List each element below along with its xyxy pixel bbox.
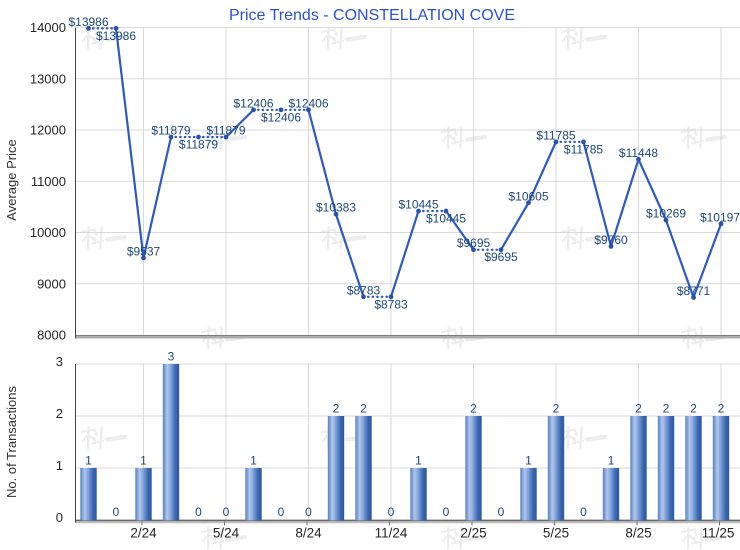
svg-text:11/24: 11/24 xyxy=(375,526,408,541)
svg-text:$10269: $10269 xyxy=(646,207,686,221)
svg-text:$9760: $9760 xyxy=(594,233,628,247)
svg-text:2: 2 xyxy=(360,402,367,416)
svg-text:3: 3 xyxy=(56,354,63,369)
svg-text:0: 0 xyxy=(223,505,230,519)
svg-text:$10383: $10383 xyxy=(316,201,356,215)
svg-text:8/24: 8/24 xyxy=(295,526,322,541)
svg-text:$11879: $11879 xyxy=(206,124,245,138)
svg-text:1: 1 xyxy=(140,454,147,468)
svg-text:11000: 11000 xyxy=(31,174,66,189)
svg-text:5/24: 5/24 xyxy=(213,526,240,541)
svg-text:2: 2 xyxy=(333,402,340,416)
svg-text:10000: 10000 xyxy=(30,225,66,240)
svg-text:0: 0 xyxy=(580,505,587,519)
svg-text:2: 2 xyxy=(690,402,697,416)
svg-text:$11879: $11879 xyxy=(151,124,190,138)
svg-text:Average Price: Average Price xyxy=(4,139,19,220)
svg-text:1: 1 xyxy=(56,458,63,473)
svg-text:$8783: $8783 xyxy=(347,283,381,297)
svg-text:11/25: 11/25 xyxy=(702,526,735,541)
svg-text:$11879: $11879 xyxy=(179,138,218,152)
svg-text:9000: 9000 xyxy=(37,276,66,291)
svg-text:$10197: $10197 xyxy=(700,210,740,224)
svg-text:0: 0 xyxy=(113,505,120,519)
svg-text:$10445: $10445 xyxy=(398,198,438,212)
svg-text:14000: 14000 xyxy=(30,20,66,35)
svg-text:1: 1 xyxy=(250,454,257,468)
svg-text:0: 0 xyxy=(195,505,202,519)
svg-text:2: 2 xyxy=(663,402,670,416)
svg-text:2/24: 2/24 xyxy=(130,526,157,541)
svg-text:Price Trends - CONSTELLATION C: Price Trends - CONSTELLATION COVE xyxy=(229,7,515,24)
svg-text:2: 2 xyxy=(470,402,477,416)
svg-text:2: 2 xyxy=(635,402,642,416)
svg-text:$8783: $8783 xyxy=(374,297,408,311)
svg-text:1: 1 xyxy=(525,454,532,468)
svg-text:12000: 12000 xyxy=(30,123,66,138)
svg-text:1: 1 xyxy=(85,454,92,468)
svg-text:0: 0 xyxy=(305,505,312,519)
svg-text:$10605: $10605 xyxy=(508,189,548,203)
svg-text:$12406: $12406 xyxy=(233,96,273,110)
svg-text:2: 2 xyxy=(718,402,725,416)
svg-text:$11785: $11785 xyxy=(564,142,603,156)
svg-text:8000: 8000 xyxy=(37,328,66,343)
svg-text:$9695: $9695 xyxy=(457,236,491,250)
svg-text:$8771: $8771 xyxy=(677,284,711,298)
svg-text:3: 3 xyxy=(168,350,175,364)
svg-text:2: 2 xyxy=(553,402,560,416)
svg-text:$9695: $9695 xyxy=(484,250,518,264)
svg-text:No. of Transactions: No. of Transactions xyxy=(4,386,19,498)
svg-text:0: 0 xyxy=(278,505,285,519)
svg-text:$12406: $12406 xyxy=(288,96,328,110)
svg-text:1: 1 xyxy=(608,454,615,468)
svg-text:2: 2 xyxy=(56,406,63,421)
svg-text:$11785: $11785 xyxy=(536,128,575,142)
svg-text:0: 0 xyxy=(443,505,450,519)
svg-text:5/25: 5/25 xyxy=(543,526,569,541)
svg-text:1: 1 xyxy=(415,454,422,468)
svg-text:8/25: 8/25 xyxy=(625,526,651,541)
svg-text:$13986: $13986 xyxy=(68,15,108,29)
svg-text:$12406: $12406 xyxy=(261,110,301,124)
svg-text:$11448: $11448 xyxy=(619,146,658,160)
svg-text:0: 0 xyxy=(56,510,63,525)
svg-text:0: 0 xyxy=(498,505,505,519)
svg-text:0: 0 xyxy=(388,505,395,519)
svg-text:2/25: 2/25 xyxy=(460,526,486,541)
svg-text:$13986: $13986 xyxy=(96,29,136,43)
svg-text:$10445: $10445 xyxy=(426,212,466,226)
svg-text:$9537: $9537 xyxy=(127,244,161,258)
svg-text:13000: 13000 xyxy=(30,72,66,87)
